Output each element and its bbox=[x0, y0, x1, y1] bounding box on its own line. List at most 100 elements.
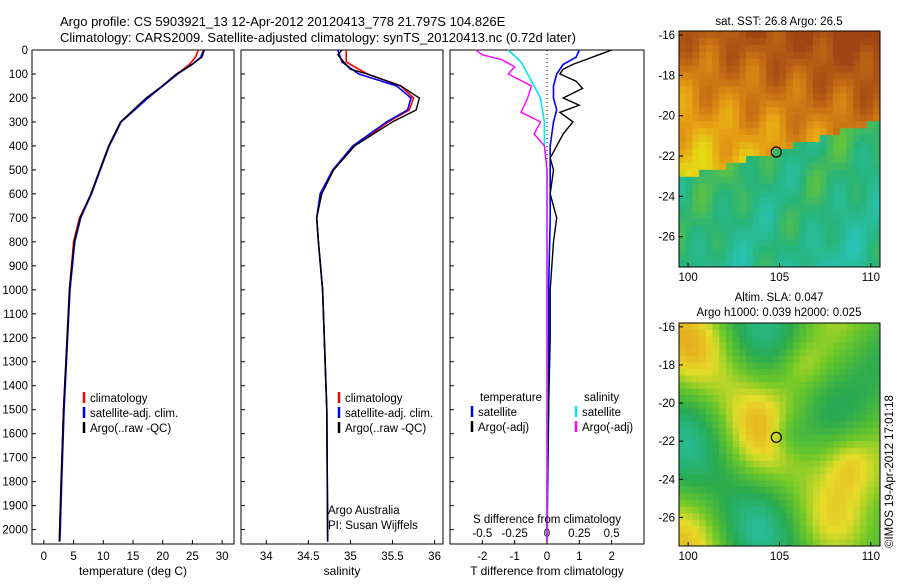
map-cell bbox=[786, 37, 794, 46]
map-cell bbox=[792, 149, 801, 157]
map-cell bbox=[779, 395, 787, 403]
map-cell bbox=[792, 142, 801, 150]
map-cell bbox=[846, 500, 854, 508]
map-cell bbox=[772, 460, 780, 468]
map-cell bbox=[772, 246, 780, 254]
map-cell bbox=[699, 183, 707, 192]
map-cell bbox=[705, 447, 713, 455]
map-cell bbox=[779, 388, 787, 396]
map-cell bbox=[813, 225, 821, 233]
map-cell bbox=[759, 526, 767, 534]
sst-map-image bbox=[679, 31, 881, 268]
map-cell bbox=[732, 526, 740, 534]
map-cell bbox=[866, 421, 874, 429]
map-cell bbox=[779, 513, 787, 521]
map-cell bbox=[732, 176, 740, 185]
map-cell bbox=[846, 121, 854, 129]
map-cell bbox=[685, 79, 693, 88]
map-cell bbox=[786, 100, 794, 108]
map-cell bbox=[813, 421, 821, 429]
map-cell bbox=[705, 329, 713, 337]
map-cell bbox=[705, 480, 713, 488]
map-cell bbox=[772, 155, 780, 164]
map-cell bbox=[873, 135, 881, 143]
map-cell bbox=[732, 441, 740, 449]
map-cell bbox=[739, 434, 747, 442]
map-cell bbox=[833, 539, 841, 547]
map-cell bbox=[759, 329, 767, 337]
map-cell bbox=[806, 169, 814, 178]
map-cell bbox=[719, 375, 727, 383]
map-cell bbox=[826, 72, 834, 81]
map-cell bbox=[779, 519, 787, 527]
map-cell bbox=[779, 253, 787, 261]
map-cell bbox=[705, 408, 713, 416]
map-cell bbox=[772, 480, 780, 488]
map-cell bbox=[685, 539, 693, 547]
map-cell bbox=[746, 211, 754, 219]
map-cell bbox=[692, 58, 700, 67]
map-cell bbox=[833, 460, 841, 468]
map-cell bbox=[819, 414, 827, 422]
map-cell bbox=[813, 51, 821, 60]
map-cell bbox=[853, 128, 861, 136]
map-cell bbox=[833, 519, 841, 527]
map-cell bbox=[719, 86, 727, 94]
map-cell bbox=[752, 93, 760, 101]
map-cell bbox=[873, 79, 881, 88]
map-cell bbox=[679, 79, 687, 88]
map-cell bbox=[719, 388, 727, 396]
map-cell bbox=[759, 162, 767, 171]
map-cell bbox=[792, 260, 801, 268]
map-cell bbox=[819, 79, 827, 88]
map-cell bbox=[725, 65, 734, 74]
map-cell bbox=[759, 44, 767, 53]
map-cell bbox=[685, 204, 693, 212]
map-cell bbox=[705, 473, 713, 481]
map-cell bbox=[752, 37, 760, 46]
map-cell bbox=[739, 169, 747, 178]
map-cell bbox=[705, 107, 713, 115]
map-cell bbox=[712, 183, 720, 192]
map-cell bbox=[705, 65, 713, 74]
map-cell bbox=[786, 467, 794, 475]
map-cell bbox=[873, 72, 881, 81]
map-cell bbox=[759, 204, 767, 212]
map-cell bbox=[732, 190, 740, 199]
map-cell bbox=[679, 342, 687, 350]
map-cell bbox=[819, 513, 827, 521]
map-cell bbox=[725, 519, 734, 527]
map-cell bbox=[699, 467, 707, 475]
map-cell bbox=[772, 197, 780, 206]
map-cell bbox=[705, 225, 713, 233]
map-cell bbox=[853, 169, 861, 178]
map-cell bbox=[685, 246, 693, 254]
map-cell bbox=[786, 500, 794, 508]
map-cell bbox=[866, 513, 874, 521]
map-cell bbox=[833, 441, 841, 449]
map-cell bbox=[779, 460, 787, 468]
map-cell bbox=[819, 382, 827, 390]
map-cell bbox=[786, 135, 794, 143]
map-cell bbox=[732, 211, 740, 219]
map-cell bbox=[799, 58, 807, 67]
map-cell bbox=[772, 355, 780, 363]
map-cell bbox=[846, 513, 854, 521]
map-cell bbox=[786, 93, 794, 101]
map-cell bbox=[839, 65, 847, 74]
map-cell bbox=[679, 218, 687, 226]
map-cell bbox=[819, 93, 827, 101]
map-cell bbox=[699, 128, 707, 136]
map-cell bbox=[873, 225, 881, 233]
map-cell bbox=[685, 486, 693, 495]
depth-tick-label: 1800 bbox=[2, 477, 28, 489]
map-cell bbox=[752, 246, 760, 254]
map-cell bbox=[792, 128, 801, 136]
map-cell bbox=[839, 480, 847, 488]
map-cell bbox=[813, 37, 821, 46]
map-cell bbox=[826, 86, 834, 94]
map-cell bbox=[853, 460, 861, 468]
map-cell bbox=[746, 414, 754, 422]
map-cell bbox=[813, 260, 821, 268]
